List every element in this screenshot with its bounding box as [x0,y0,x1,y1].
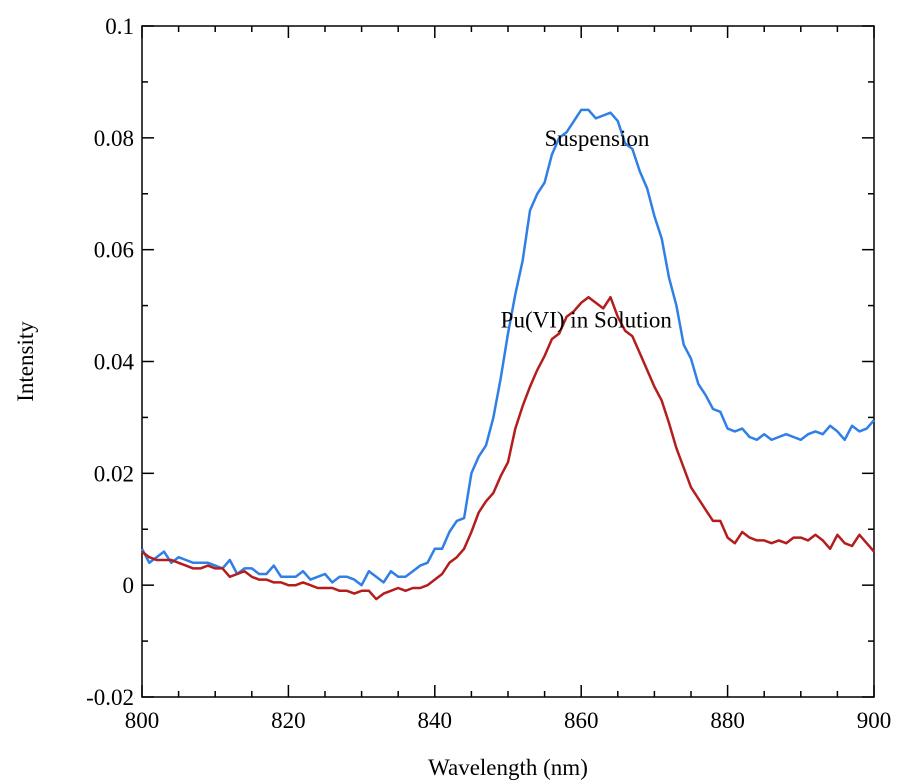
y-tick-label: -0.02 [86,685,134,710]
x-tick-label: 800 [125,708,160,733]
x-tick-label: 860 [564,708,599,733]
y-tick-label: 0 [123,573,135,598]
y-axis-ticks: -0.02 0 0.02 0.04 0.06 0.08 0.1 [86,14,874,710]
series-line-suspension [140,108,875,587]
y-tick-label: 0.08 [94,126,134,151]
x-tick-label: 880 [710,708,745,733]
y-axis-label: Intensity [13,321,38,402]
annotation-suspension: Suspension [545,126,650,151]
x-tick-label: 900 [857,708,892,733]
series-layer [140,108,875,601]
y-tick-label: 0.1 [105,14,134,39]
x-axis-ticks: 800 820 840 860 880 900 [125,26,892,733]
y-tick-label: 0.02 [94,461,134,486]
series-line-pu-vi-solution [141,295,875,601]
x-tick-label: 820 [271,708,306,733]
x-axis-label: Wavelength (nm) [428,755,588,780]
x-tick-label: 840 [418,708,453,733]
plot-frame [141,25,875,698]
annotation-pu-vi-solution: Pu(VI) in Solution [501,308,673,333]
y-tick-label: 0.04 [94,350,135,375]
y-tick-label: 0.06 [94,238,134,263]
